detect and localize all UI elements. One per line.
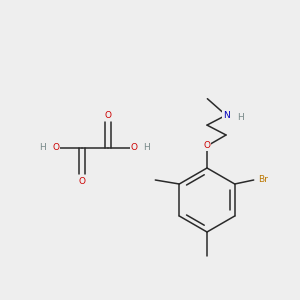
Text: H: H — [144, 143, 150, 152]
Text: H: H — [237, 113, 243, 122]
Text: O: O — [79, 176, 86, 185]
Text: O: O — [52, 143, 59, 152]
Text: N: N — [223, 111, 230, 120]
Text: O: O — [203, 142, 211, 151]
Text: O: O — [130, 143, 137, 152]
Text: O: O — [104, 110, 112, 119]
Text: Br: Br — [258, 176, 268, 184]
Text: H: H — [40, 143, 46, 152]
